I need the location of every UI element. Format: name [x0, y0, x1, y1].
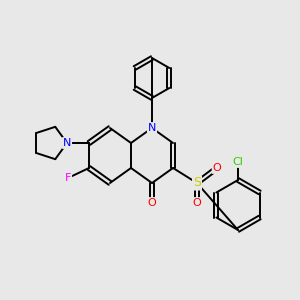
Text: O: O	[193, 198, 201, 208]
Text: O: O	[148, 198, 156, 208]
Text: N: N	[148, 123, 156, 133]
Text: O: O	[213, 163, 221, 173]
Text: N: N	[63, 138, 71, 148]
Text: F: F	[65, 173, 71, 183]
Text: Cl: Cl	[232, 157, 243, 167]
Text: S: S	[193, 176, 201, 190]
